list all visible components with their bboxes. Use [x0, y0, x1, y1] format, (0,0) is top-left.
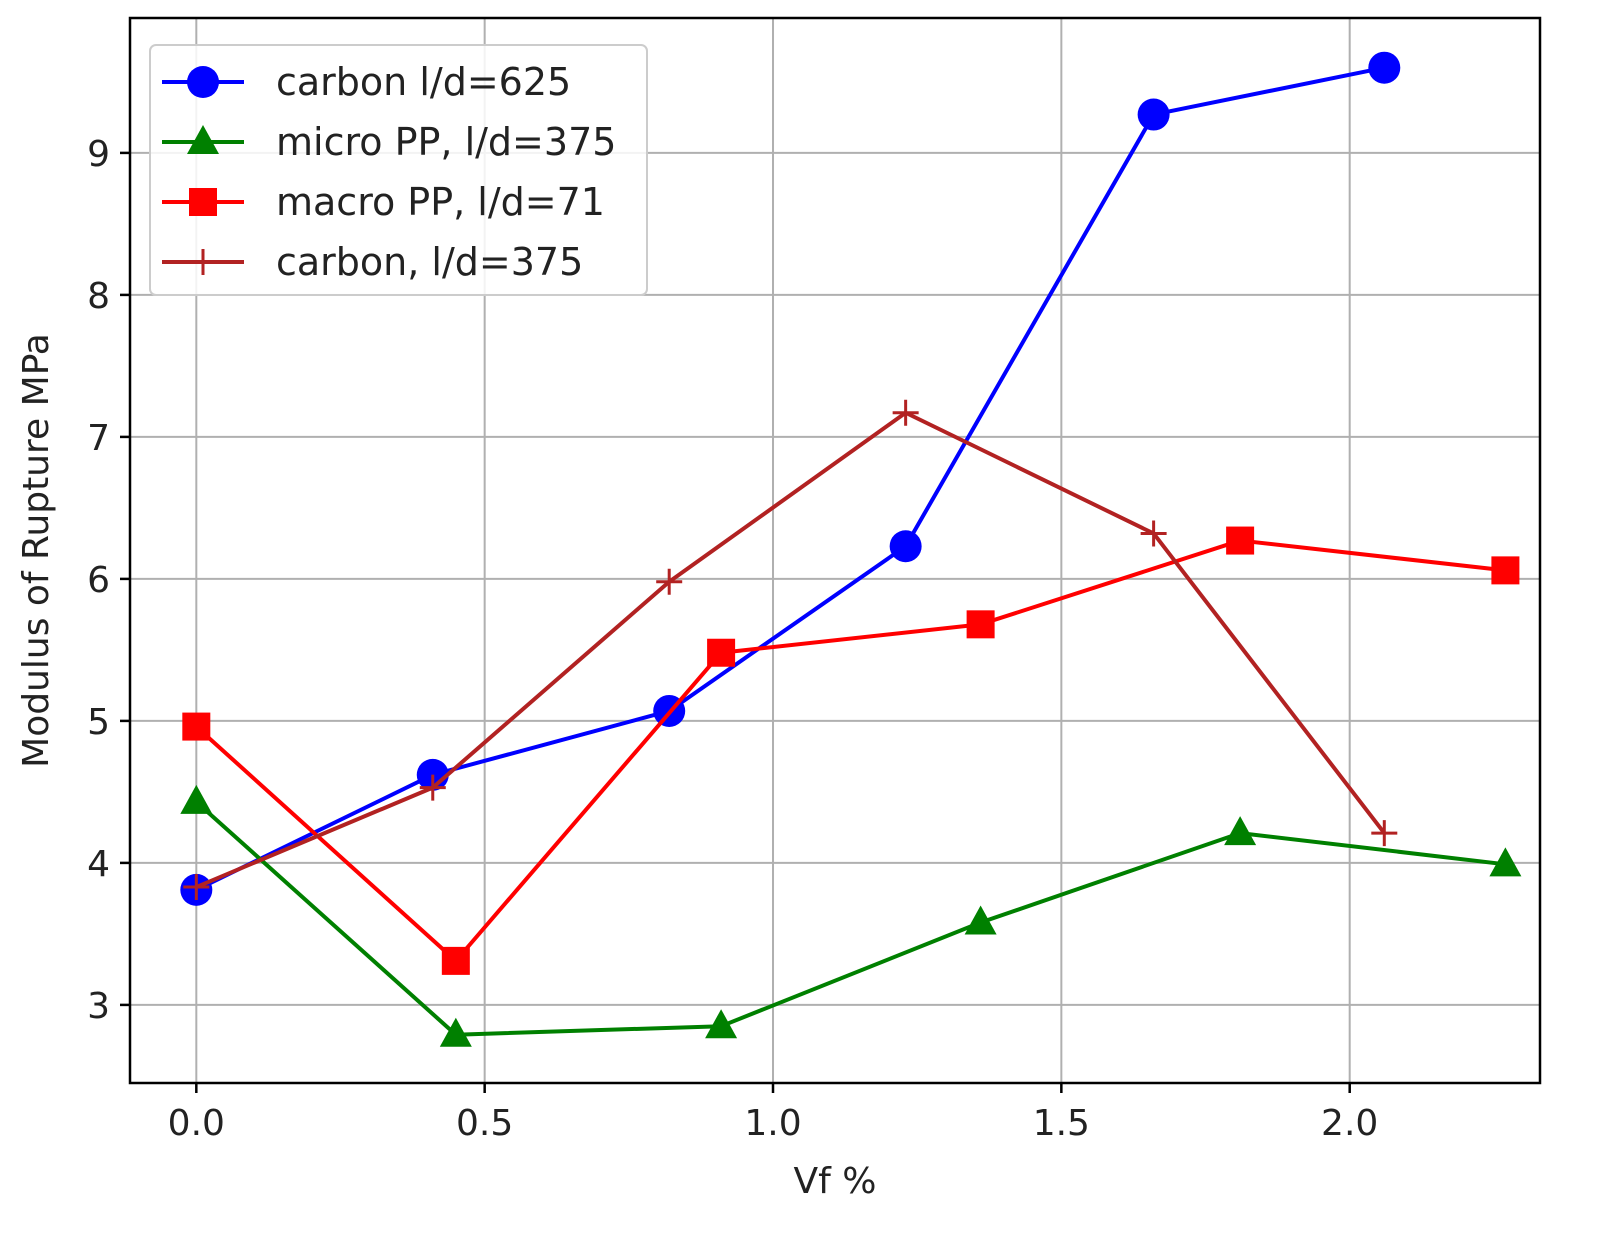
legend-label: micro PP, l/d=375 — [276, 120, 616, 164]
legend-marker — [189, 188, 217, 216]
data-point — [1491, 556, 1520, 585]
legend-label: carbon, l/d=375 — [276, 240, 583, 284]
data-point — [1137, 98, 1170, 131]
series-2 — [180, 784, 1522, 1047]
series-3 — [182, 526, 1520, 975]
x-tick-label: 1.0 — [744, 1103, 801, 1144]
legend-label: macro PP, l/d=71 — [276, 180, 605, 224]
x-tick-label: 0.0 — [168, 1103, 225, 1144]
legend-label: carbon l/d=625 — [276, 60, 571, 104]
data-point — [966, 610, 995, 639]
y-axis-label: Modulus of Rupture MPa — [16, 333, 57, 768]
axes-layer: 0.0 0.5 1.0 1.5 2.0 3 4 5 6 7 8 9 Vf % Modulus of Rup… — [16, 16, 1542, 1202]
legend-item: micro PP, l/d=375 — [162, 120, 616, 164]
y-tick-label: 3 — [87, 986, 110, 1027]
y-tick-label: 8 — [87, 276, 110, 317]
data-point — [441, 946, 470, 975]
y-tick-label: 7 — [87, 418, 110, 459]
series-line — [194, 538, 1506, 963]
data-point — [656, 568, 683, 595]
x-axis-label: Vf % — [794, 1161, 877, 1202]
y-tick-label: 9 — [87, 134, 110, 175]
x-tick-label: 0.5 — [456, 1103, 513, 1144]
legend-marker — [187, 125, 219, 154]
plot-frame — [128, 16, 1542, 1085]
x-tick-label: 2.0 — [1321, 1103, 1378, 1144]
data-point — [707, 638, 736, 667]
series-4 — [183, 399, 1398, 901]
legend-item: carbon, l/d=375 — [162, 240, 583, 284]
data-point — [180, 784, 213, 814]
data-point — [1368, 51, 1401, 84]
data-point — [182, 712, 211, 741]
data-point — [183, 874, 210, 901]
legend-item: carbon l/d=625 — [162, 60, 571, 104]
data-point — [964, 905, 997, 935]
data-point — [1489, 847, 1522, 877]
data-point — [1224, 816, 1257, 846]
legend-marker — [190, 249, 216, 275]
data-point — [419, 774, 446, 801]
y-tick-label: 5 — [87, 702, 110, 743]
legend: carbon l/d=625 micro PP, l/d=375 macro PP,… — [149, 44, 648, 296]
y-tick-label: 4 — [87, 844, 110, 885]
data-point — [439, 1017, 472, 1047]
data-point — [1226, 526, 1255, 555]
y-tick-label: 6 — [87, 560, 110, 601]
legend-box — [149, 44, 648, 296]
series-line — [194, 800, 1506, 1037]
x-tick-label: 1.5 — [1033, 1103, 1090, 1144]
data-point — [705, 1009, 738, 1039]
series-layer — [180, 51, 1522, 1047]
data-point — [889, 530, 922, 563]
data-point — [1140, 520, 1167, 547]
legend-item: macro PP, l/d=71 — [162, 180, 605, 224]
data-point — [892, 399, 919, 426]
series-line — [195, 410, 1386, 889]
series-line — [195, 65, 1385, 892]
legend-marker — [187, 66, 219, 98]
data-point — [1371, 820, 1398, 847]
